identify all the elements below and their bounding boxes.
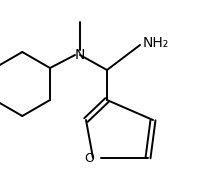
Text: N: N <box>75 48 85 62</box>
Text: O: O <box>84 151 94 164</box>
Text: NH₂: NH₂ <box>143 36 169 50</box>
